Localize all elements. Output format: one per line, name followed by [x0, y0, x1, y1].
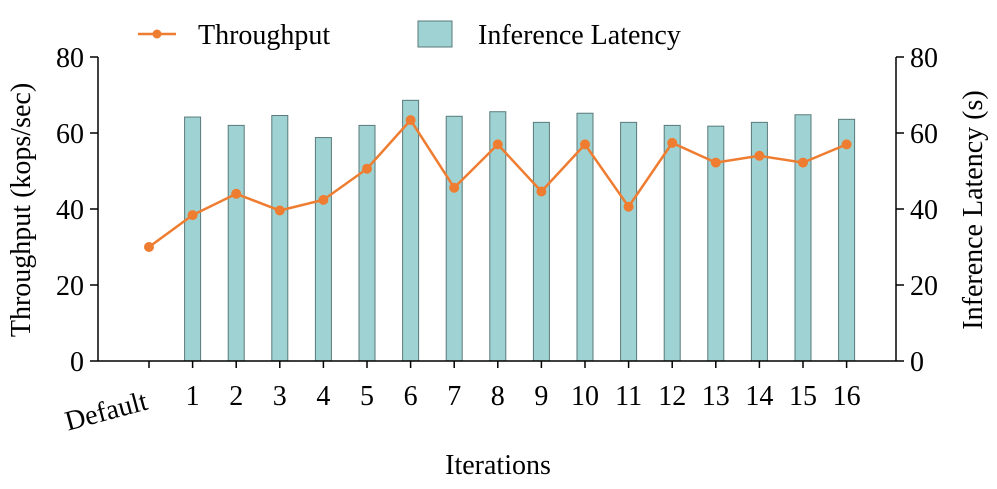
bar-7: [445, 115, 463, 362]
y-tick-label-right-20: 20: [910, 271, 938, 302]
legend-throughput-marker: [152, 29, 162, 39]
x-tick-label-1: 1: [186, 381, 200, 412]
throughput-point-16: [841, 139, 852, 150]
y-tick-label-right-80: 80: [910, 43, 938, 74]
bars-layer: [184, 99, 856, 362]
x-tick-label-6: 6: [404, 381, 418, 412]
y-tick-label-left-40: 40: [56, 195, 84, 226]
x-tick-label-10: 10: [571, 381, 599, 412]
legend-latency-swatch: [417, 20, 453, 48]
throughput-point-9: [536, 186, 547, 197]
x-tick-label-12: 12: [658, 381, 686, 412]
y-tick-label-left-80: 80: [56, 43, 84, 74]
legend-latency-label: Inference Latency: [478, 20, 681, 51]
throughput-point-5: [362, 163, 372, 174]
throughput-point-3: [274, 205, 285, 216]
line-layer: [144, 115, 852, 252]
x-tick-label-11: 11: [615, 381, 642, 412]
x-tick-label-3: 3: [273, 381, 287, 412]
bar-9: [532, 121, 550, 362]
bar-2: [227, 124, 245, 362]
throughput-point-6: [405, 115, 416, 126]
x-tick-label-13: 13: [702, 381, 730, 412]
x-tick-label-Default: Default: [62, 386, 151, 438]
throughput-point-14: [754, 150, 765, 161]
y-tick-label-right-0: 0: [910, 347, 924, 378]
throughput-point-7: [449, 182, 460, 193]
bar-6: [402, 99, 420, 362]
x-tick-label-9: 9: [534, 381, 548, 412]
y-tick-label-left-0: 0: [70, 347, 84, 378]
y-tick-label-right-60: 60: [910, 119, 938, 150]
x-axis-title: Iterations: [445, 450, 551, 481]
throughput-point-8: [492, 139, 503, 150]
y-tick-label-left-20: 20: [56, 271, 84, 302]
throughput-point-15: [798, 157, 808, 168]
bar-16: [838, 118, 856, 362]
x-tick-label-15: 15: [789, 381, 817, 412]
throughput-point-2: [231, 188, 242, 199]
x-tick-label-8: 8: [491, 381, 505, 412]
throughput-point-13: [710, 157, 721, 168]
bar-4: [314, 137, 332, 362]
x-tick-label-5: 5: [360, 381, 374, 412]
throughput-point-12: [667, 137, 678, 148]
x-tick-label-16: 16: [833, 381, 861, 412]
bar-11: [620, 121, 638, 362]
bar-15: [794, 114, 812, 362]
x-tick-label-4: 4: [316, 381, 330, 412]
throughput-point-1: [187, 210, 198, 221]
legend-throughput-label: Throughput: [198, 20, 330, 51]
legend: Throughput Inference Latency: [138, 20, 681, 51]
throughput-point-11: [623, 201, 634, 212]
bar-12: [663, 124, 681, 362]
throughput-point-4: [318, 194, 329, 205]
y-tick-label-right-40: 40: [910, 195, 938, 226]
throughput-point-Default: [144, 242, 154, 252]
y-tick-label-left-60: 60: [56, 119, 84, 150]
y-axis-title-left: Throughput (kops/sec): [6, 83, 37, 337]
bar-3: [271, 115, 289, 362]
bar-1: [184, 116, 202, 362]
x-tick-label-14: 14: [745, 381, 773, 412]
x-tick-label-2: 2: [229, 381, 243, 412]
x-tick-label-7: 7: [447, 381, 461, 412]
y-axis-title-right: Inference Latency (s): [958, 90, 989, 329]
throughput-point-10: [580, 139, 590, 150]
